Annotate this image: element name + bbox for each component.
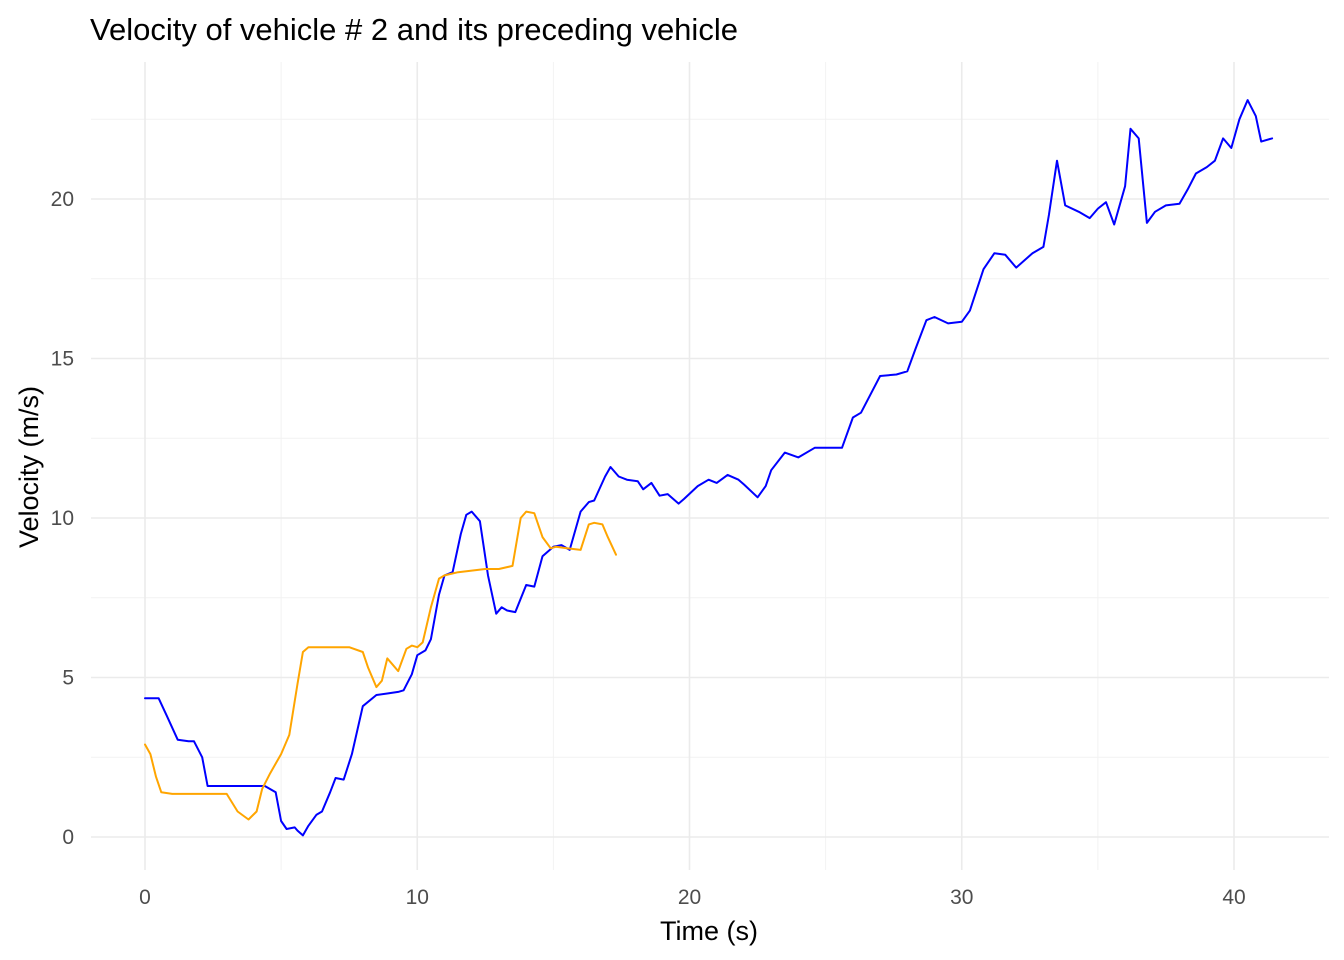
- y-tick-label: 15: [51, 348, 74, 371]
- x-axis-title: Time (s): [660, 916, 758, 946]
- grid: [91, 62, 1329, 870]
- series-line-blue: [144, 99, 1274, 837]
- y-axis-title: Velocity (m/s): [14, 386, 44, 548]
- y-tick-label: 0: [62, 826, 74, 849]
- x-tick-label: 0: [139, 886, 151, 909]
- x-tick-label: 10: [406, 886, 429, 909]
- series-line-orange: [144, 510, 617, 821]
- tick-labels: 0 10 20 30 40 0 5 10 15 20: [51, 188, 1246, 909]
- chart-title: Velocity of vehicle # 2 and its precedin…: [90, 12, 738, 47]
- y-tick-label: 10: [51, 507, 74, 530]
- y-tick-label: 5: [62, 667, 74, 690]
- x-tick-label: 40: [1222, 886, 1245, 909]
- y-tick-label: 20: [51, 188, 74, 211]
- x-tick-label: 20: [678, 886, 701, 909]
- series-layer: [144, 99, 1274, 837]
- x-tick-label: 30: [950, 886, 973, 909]
